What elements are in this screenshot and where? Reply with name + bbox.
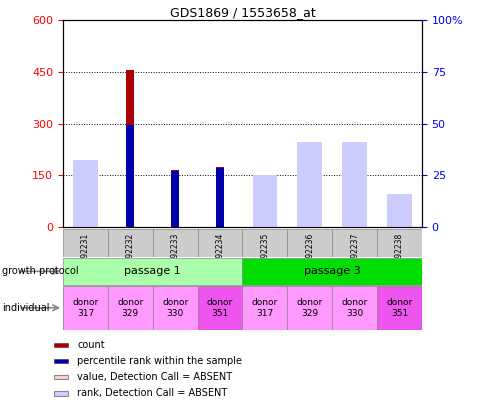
Bar bbox=[126, 70, 134, 227]
Text: value, Detection Call = ABSENT: value, Detection Call = ABSENT bbox=[77, 372, 232, 382]
Bar bbox=[376, 286, 421, 330]
Bar bbox=[54, 343, 68, 347]
Text: donor
329: donor 329 bbox=[117, 298, 143, 318]
Bar bbox=[215, 168, 224, 227]
Bar bbox=[171, 171, 179, 227]
Bar bbox=[297, 153, 321, 227]
Bar bbox=[342, 143, 366, 227]
Text: GSM92232: GSM92232 bbox=[125, 233, 135, 274]
Bar bbox=[54, 391, 68, 396]
Bar bbox=[342, 153, 366, 227]
Bar bbox=[73, 160, 98, 227]
Text: GSM92234: GSM92234 bbox=[215, 233, 224, 275]
Text: GSM92237: GSM92237 bbox=[349, 233, 359, 275]
Text: donor
351: donor 351 bbox=[207, 298, 233, 318]
Text: individual: individual bbox=[2, 303, 50, 313]
Bar bbox=[242, 229, 287, 257]
Bar bbox=[287, 229, 332, 257]
Bar bbox=[152, 286, 197, 330]
Text: donor
330: donor 330 bbox=[162, 298, 188, 318]
Text: count: count bbox=[77, 340, 105, 350]
Bar bbox=[197, 286, 242, 330]
Bar bbox=[287, 286, 332, 330]
Text: donor
351: donor 351 bbox=[386, 298, 412, 318]
Bar bbox=[252, 201, 277, 227]
Text: GSM92236: GSM92236 bbox=[304, 233, 314, 275]
Bar bbox=[107, 229, 152, 257]
Bar bbox=[297, 143, 321, 227]
Text: donor
329: donor 329 bbox=[296, 298, 322, 318]
Text: donor
317: donor 317 bbox=[72, 298, 98, 318]
Text: GSM92231: GSM92231 bbox=[81, 233, 90, 274]
Bar bbox=[152, 229, 197, 257]
Bar bbox=[386, 194, 411, 227]
Text: rank, Detection Call = ABSENT: rank, Detection Call = ABSENT bbox=[77, 388, 227, 399]
Bar bbox=[73, 171, 98, 227]
Text: percentile rank within the sample: percentile rank within the sample bbox=[77, 356, 242, 366]
Bar bbox=[332, 229, 376, 257]
Text: passage 3: passage 3 bbox=[303, 266, 360, 276]
Bar bbox=[63, 229, 107, 257]
Bar bbox=[376, 229, 421, 257]
Text: donor
317: donor 317 bbox=[251, 298, 277, 318]
Text: GSM92238: GSM92238 bbox=[394, 233, 403, 274]
Bar bbox=[63, 286, 107, 330]
Bar bbox=[386, 208, 411, 227]
Text: passage 1: passage 1 bbox=[124, 266, 181, 276]
Bar bbox=[54, 375, 68, 379]
Text: GSM92235: GSM92235 bbox=[260, 233, 269, 275]
Text: growth protocol: growth protocol bbox=[2, 266, 79, 276]
Bar bbox=[107, 286, 152, 330]
Bar bbox=[63, 258, 242, 285]
Bar bbox=[215, 166, 224, 227]
Bar bbox=[242, 258, 421, 285]
Bar bbox=[242, 286, 287, 330]
Bar bbox=[252, 175, 277, 227]
Bar bbox=[126, 125, 134, 227]
Text: donor
330: donor 330 bbox=[341, 298, 367, 318]
Bar bbox=[197, 229, 242, 257]
Text: GSM92233: GSM92233 bbox=[170, 233, 180, 275]
Title: GDS1869 / 1553658_at: GDS1869 / 1553658_at bbox=[169, 6, 315, 19]
Bar bbox=[54, 359, 68, 363]
Bar bbox=[332, 286, 376, 330]
Bar bbox=[171, 170, 179, 227]
